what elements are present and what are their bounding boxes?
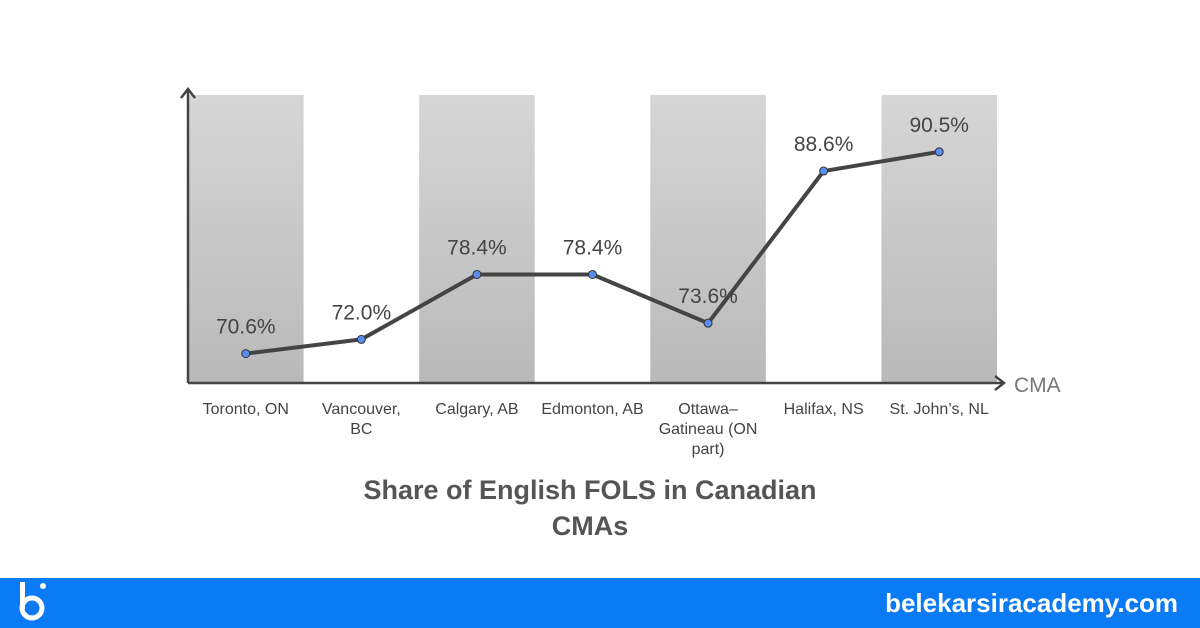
value-label: 78.4% bbox=[563, 236, 623, 259]
chart-title: Share of English FOLS in Canadian CMAs bbox=[363, 475, 817, 541]
point bbox=[588, 269, 597, 279]
website: belekarsiracademy.com bbox=[885, 588, 1178, 618]
x-tick-label: Calgary, AB bbox=[435, 401, 519, 418]
point bbox=[703, 318, 713, 328]
y-axis-arrow bbox=[180, 86, 196, 99]
band bbox=[188, 95, 304, 383]
x-tick-label: Halifax, NS bbox=[783, 401, 864, 418]
point bbox=[819, 166, 829, 176]
value-label: 78.4% bbox=[447, 236, 507, 259]
value-label: 70.6% bbox=[216, 316, 276, 339]
x-axis-label: CMA bbox=[1014, 374, 1061, 397]
x-tick-label: Vancouver, BC bbox=[321, 401, 401, 438]
logo bbox=[19, 582, 46, 621]
footer: belekarsiracademy.com bbox=[0, 578, 1200, 628]
value-label: 88.6% bbox=[794, 133, 854, 156]
x-tick-label: Toronto, ON bbox=[202, 401, 289, 418]
x-axis-arrow bbox=[994, 375, 1007, 391]
point bbox=[472, 269, 482, 279]
x-tick-label: St. John’s, NL bbox=[889, 401, 989, 418]
point bbox=[241, 349, 251, 359]
band bbox=[881, 95, 997, 383]
x-tick-label: Edmonton, AB bbox=[541, 401, 644, 418]
band bbox=[419, 95, 535, 383]
point bbox=[934, 147, 944, 157]
point bbox=[356, 334, 366, 344]
band bbox=[650, 95, 766, 383]
value-label: 72.0% bbox=[332, 301, 392, 324]
value-label: 90.5% bbox=[909, 114, 969, 137]
value-label: 73.6% bbox=[678, 285, 738, 308]
x-tick-label: Ottawa–Gatineau (ON part) bbox=[658, 401, 758, 458]
